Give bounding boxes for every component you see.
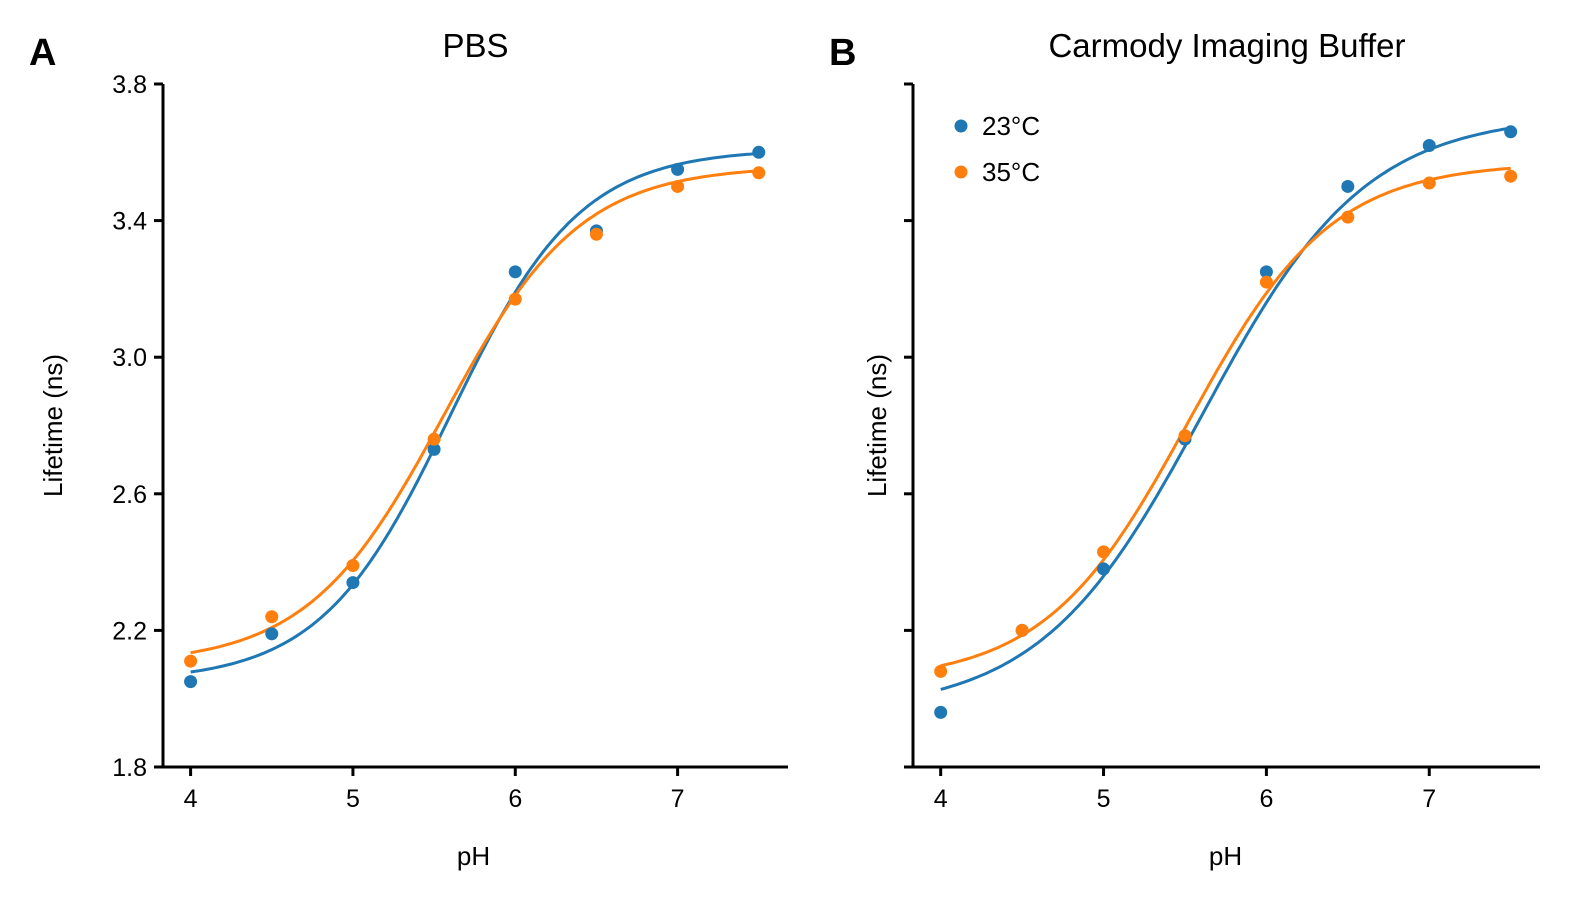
- legend-label: 23°C: [982, 111, 1040, 141]
- data-point-35c: [508, 292, 522, 306]
- data-point-35c: [671, 179, 685, 193]
- data-point-35c: [1259, 275, 1273, 289]
- legend-label: 35°C: [982, 157, 1040, 187]
- data-point-23c: [184, 675, 198, 689]
- data-point-35c: [1422, 176, 1436, 190]
- panel-a: A PBS 4 5 6 7 1.8 2.2 2.6 3.0 3.4 3.8 pH Lifetime (…: [29, 27, 788, 871]
- data-point-23c: [752, 145, 766, 159]
- plot-area: 4 5 6 7 pH Lifetime (ns) 23°C 35°C: [862, 82, 1540, 871]
- data-point-23c: [1097, 562, 1111, 576]
- data-point-23c: [1259, 265, 1273, 279]
- data-point-35c: [589, 227, 603, 241]
- data-point-35c: [1097, 545, 1111, 559]
- data-point-35c: [934, 664, 948, 678]
- y-tick-label: 3.0: [112, 344, 147, 372]
- y-tick-label: 2.2: [112, 617, 147, 645]
- legend: 23°C 35°C: [954, 111, 1040, 187]
- x-tick-label: 5: [1097, 785, 1111, 813]
- x-tick-label: 7: [671, 785, 685, 813]
- fit-curve-23c: [940, 126, 1511, 691]
- data-point-35c: [265, 610, 279, 624]
- data-point-35c: [752, 166, 766, 180]
- fit-curve-35c: [940, 166, 1511, 668]
- data-point-23c: [1422, 138, 1436, 152]
- x-tick-label: 6: [508, 785, 522, 813]
- panel-b: B Carmody Imaging Buffer 4 5 6 7 pH Lifetime …: [829, 27, 1540, 871]
- data-point-35c: [1015, 623, 1029, 637]
- panel-letter: B: [829, 32, 856, 74]
- y-axis-label: Lifetime (ns): [38, 354, 68, 497]
- data-point-23c: [346, 576, 360, 590]
- legend-marker: [954, 165, 968, 179]
- y-tick-label: 3.4: [112, 208, 147, 236]
- fit-curve-35c: [190, 169, 759, 655]
- x-axis-label: pH: [1209, 841, 1242, 871]
- y-axis-label: Lifetime (ns): [862, 354, 892, 497]
- data-point-35c: [1178, 429, 1192, 443]
- y-tick-label: 3.8: [112, 71, 147, 99]
- x-tick-label: 5: [346, 785, 360, 813]
- legend-marker: [954, 119, 968, 133]
- data-point-23c: [427, 442, 441, 456]
- panel-letter: A: [29, 32, 56, 74]
- data-point-23c: [265, 627, 279, 641]
- fit-curve-23c: [190, 152, 759, 674]
- data-point-23c: [1341, 179, 1355, 193]
- x-tick-label: 4: [184, 785, 198, 813]
- y-tick-label: 2.6: [112, 481, 147, 509]
- panel-title: PBS: [442, 27, 508, 64]
- data-point-23c: [508, 265, 522, 279]
- x-tick-label: 7: [1422, 785, 1436, 813]
- data-point-23c: [934, 705, 948, 719]
- panel-title: Carmody Imaging Buffer: [1048, 27, 1405, 64]
- data-point-35c: [346, 559, 360, 573]
- y-tick-label: 1.8: [112, 754, 147, 782]
- data-point-35c: [1504, 169, 1518, 183]
- x-axis-label: pH: [457, 841, 490, 871]
- data-point-35c: [184, 654, 198, 668]
- x-tick-label: 6: [1259, 785, 1273, 813]
- data-point-35c: [427, 432, 441, 446]
- x-tick-label: 4: [934, 785, 948, 813]
- data-point-23c: [1504, 125, 1518, 139]
- data-point-35c: [1341, 210, 1355, 224]
- plot-area: 4 5 6 7 1.8 2.2 2.6 3.0 3.4 3.8 pH Lifetime (ns): [38, 71, 788, 871]
- data-point-23c: [671, 162, 685, 176]
